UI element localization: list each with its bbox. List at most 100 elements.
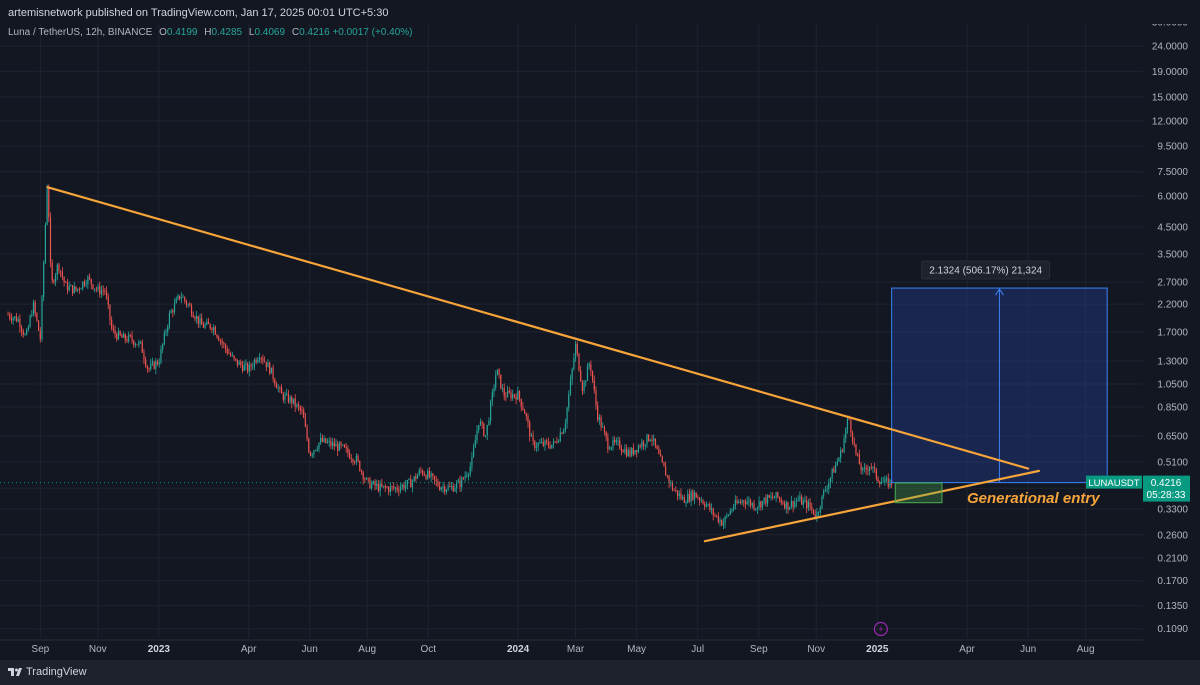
candle-body (461, 477, 463, 488)
candle-body (301, 410, 303, 411)
drawing-overlays: 2.1324 (506.17%) 21,324 Generational entr… (0, 186, 1143, 637)
candle-body (199, 318, 201, 324)
candle-body (471, 456, 473, 467)
price-tick-label: 9.5000 (1157, 142, 1188, 153)
time-axis[interactable]: Sep Nov 2023 Apr Jun Aug Oct 2024 Mar May Jul Sep No… (0, 639, 1143, 655)
generational-entry-annotation[interactable]: Generational entry (967, 490, 1100, 507)
footer-bar: TradingView (0, 660, 1200, 685)
candle-body (770, 496, 772, 498)
candle-body (722, 522, 725, 526)
candle-body (270, 367, 272, 374)
candle-body (428, 470, 431, 477)
candle-body (642, 441, 645, 446)
candle-body (335, 444, 337, 447)
price-tick-label: 3.5000 (1157, 250, 1188, 261)
candle-body (213, 327, 215, 331)
candle-body (680, 493, 682, 499)
tradingview-logo[interactable]: TradingView (8, 666, 87, 678)
candle-body (704, 503, 706, 507)
trendline[interactable] (46, 186, 1030, 470)
trendline[interactable] (703, 469, 1041, 543)
candle-body (286, 393, 288, 395)
candle-body (758, 501, 760, 508)
candle-body (556, 441, 558, 443)
candle-body (331, 442, 334, 446)
candle-body (309, 451, 312, 456)
candle-body (318, 442, 320, 449)
candle-body (381, 483, 383, 487)
candle-body (19, 319, 21, 328)
candle-body (629, 450, 631, 456)
candle-body (578, 353, 580, 371)
candle-body (591, 370, 594, 381)
tradingview-brand: TradingView (26, 666, 87, 678)
candle-body (197, 315, 199, 324)
candle-body (726, 515, 728, 517)
candle-body (223, 343, 225, 345)
price-tick-label: 0.3300 (1157, 505, 1188, 516)
candle-body (484, 435, 487, 437)
candle-body (82, 281, 84, 289)
candle-body (258, 358, 261, 360)
candle-body (272, 367, 274, 380)
candle-body (58, 264, 60, 271)
candle-body (182, 297, 184, 298)
entry-zone-box[interactable] (894, 482, 943, 504)
candle-body (877, 478, 879, 482)
candle-body (126, 339, 128, 342)
symbol-name: Luna / TetherUS, 12h, BINANCE (8, 27, 153, 38)
candle-body (603, 427, 606, 432)
candle-body (797, 499, 799, 501)
candle-body (379, 483, 381, 492)
candle-body (595, 390, 597, 406)
candle-body (190, 305, 193, 315)
candle-body (241, 364, 244, 371)
candle-body (821, 495, 823, 508)
candle-body (778, 497, 781, 500)
candle-body (389, 486, 391, 492)
candle-body (119, 331, 121, 336)
candle-body (734, 500, 736, 507)
candle-body (644, 444, 646, 446)
candle-body (717, 515, 719, 522)
close-label: C (291, 27, 300, 38)
symbol-legend[interactable]: Luna / TetherUS, 12h, BINANCE O0.4199 H0… (8, 27, 413, 38)
candle-body (527, 416, 529, 423)
price-axis[interactable]: 30.000024.000019.000015.000012.00009.500… (1086, 0, 1200, 660)
candle-body (576, 343, 578, 354)
price-chart[interactable]: 2.1324 (506.17%) 21,324 Generational entr… (0, 0, 1200, 660)
candle-body (192, 314, 194, 318)
candle-body (724, 516, 726, 523)
candle-body (834, 464, 837, 473)
candle-body (802, 500, 804, 505)
candle-body (547, 441, 549, 446)
candle-body (163, 332, 165, 344)
events-lightning-icon[interactable] (873, 621, 888, 637)
candle-body (467, 473, 470, 476)
price-tick-label: 24.0000 (1152, 42, 1189, 53)
candle-body (20, 327, 23, 332)
candle-body (122, 334, 125, 338)
time-tick-label: May (627, 644, 646, 655)
candle-body (31, 314, 33, 317)
candle-body (767, 495, 769, 504)
candle-body (354, 462, 356, 463)
candle-body (117, 331, 120, 340)
price-tick-label: 0.1350 (1157, 601, 1188, 612)
candle-body (362, 471, 364, 480)
candle-body (233, 355, 235, 359)
candle-body (552, 441, 555, 445)
candle-body (478, 424, 480, 431)
candle-body (107, 296, 109, 305)
candle-body (121, 335, 123, 338)
candle-body (306, 426, 308, 440)
candle-body (226, 348, 228, 354)
candle-body (287, 393, 289, 403)
candle-body (851, 432, 854, 442)
candle-body (289, 396, 291, 403)
candle-body (189, 304, 191, 306)
candle-body (337, 444, 339, 451)
candle-body (338, 442, 340, 451)
candle-body (70, 285, 72, 287)
candle-body (403, 484, 405, 489)
